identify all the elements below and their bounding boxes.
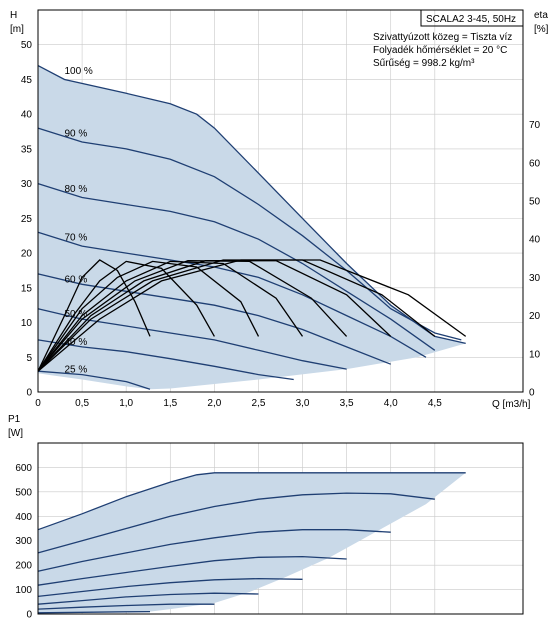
head-curve-90 xyxy=(37,127,462,341)
p1-tick-label: 200 xyxy=(15,561,32,572)
power-operating-region xyxy=(38,472,466,613)
head-curve-label: 40 % xyxy=(64,337,87,348)
efficiency-curve xyxy=(37,259,467,372)
p1-tick-label: 300 xyxy=(15,536,32,547)
eta-axis-title: eta xyxy=(534,10,548,21)
power-curve xyxy=(37,492,435,554)
power-curve xyxy=(37,555,347,586)
eta-tick-label: 0 xyxy=(529,388,535,399)
head-operating-region xyxy=(38,65,466,390)
info-line-temperature: Folyadék hőmérséklet = 20 °C xyxy=(373,45,507,56)
h-axis-unit: [m] xyxy=(10,24,24,35)
model-label-box xyxy=(420,9,524,27)
head-curve-100 xyxy=(37,65,466,345)
head-curve-label: 90 % xyxy=(64,128,87,139)
head-curve-40 xyxy=(37,339,294,381)
eta-tick-label: 10 xyxy=(529,349,541,360)
efficiency-curve xyxy=(37,259,436,372)
power-chart-panel: 0 100 200 300 400 500 600 xyxy=(15,442,524,621)
power-curve xyxy=(37,577,303,598)
info-panel: SCALA2 3-45, 50Hz Szivattyúzott közeg = … xyxy=(373,9,524,69)
head-curve-60 xyxy=(37,273,391,365)
h-tick-label: 10 xyxy=(21,318,33,329)
p1-tick-label: 400 xyxy=(15,512,32,523)
power-curve xyxy=(37,472,466,531)
eta-tick-label: 30 xyxy=(529,273,541,284)
head-plot-frame xyxy=(37,9,524,393)
power-plot-frame xyxy=(37,442,524,615)
h-axis-title: H xyxy=(10,10,17,21)
h-tick-label: 50 xyxy=(21,40,33,51)
p1-axis-unit: [W] xyxy=(8,428,23,439)
efficiency-curve xyxy=(37,260,392,372)
power-curve xyxy=(37,529,391,572)
eta-tick-label: 20 xyxy=(529,311,541,322)
head-curve-label: 50 % xyxy=(64,309,87,320)
efficiency-curve xyxy=(37,259,151,372)
h-tick-label: 25 xyxy=(21,214,33,225)
h-tick-label: 40 xyxy=(21,110,33,121)
q-tick-label: 3,5 xyxy=(340,398,354,409)
info-line-medium: Szivattyúzott közeg = Tiszta víz xyxy=(373,32,512,43)
model-label: SCALA2 3-45, 50Hz xyxy=(426,14,516,25)
q-tick-label: 0 xyxy=(35,398,41,409)
head-curve-80 xyxy=(37,182,436,351)
head-chart-panel: 100 % 90 % 80 % 70 % 60 % 50 % 40 % 25 % 0 0,5 1,0… xyxy=(21,9,541,409)
head-curve-label: 60 % xyxy=(64,274,87,285)
eta-tick-label: 50 xyxy=(529,197,541,208)
h-tick-label: 45 xyxy=(21,75,33,86)
efficiency-curve xyxy=(37,260,215,372)
efficiency-curve xyxy=(37,260,304,372)
h-tick-label: 15 xyxy=(21,283,33,294)
power-curve xyxy=(37,610,151,614)
q-tick-label: 4,5 xyxy=(428,398,442,409)
p1-tick-label: 0 xyxy=(26,610,32,621)
info-line-density: Sűrűség = 998.2 kg/m³ xyxy=(373,58,475,69)
eta-axis-unit: [%] xyxy=(534,24,549,35)
h-tick-label: 35 xyxy=(21,144,33,155)
h-tick-label: 30 xyxy=(21,179,33,190)
head-curve-25 xyxy=(37,370,151,390)
eta-tick-label: 60 xyxy=(529,158,541,169)
efficiency-curve xyxy=(37,260,348,372)
power-curve xyxy=(37,592,259,605)
eta-tick-label: 70 xyxy=(529,120,541,131)
q-tick-label: 2,5 xyxy=(252,398,266,409)
q-axis-title: Q [m3/h] xyxy=(492,399,531,410)
q-tick-label: 2,0 xyxy=(207,398,221,409)
q-tick-label: 1,0 xyxy=(119,398,133,409)
h-tick-label: 0 xyxy=(26,388,32,399)
q-tick-label: 4,0 xyxy=(384,398,398,409)
p1-axis-title: P1 xyxy=(8,414,21,425)
h-tick-label: 20 xyxy=(21,249,33,260)
head-curve-label: 80 % xyxy=(64,184,87,195)
q-tick-label: 3,0 xyxy=(296,398,310,409)
p1-tick-label: 600 xyxy=(15,463,32,474)
h-tick-label: 5 xyxy=(26,353,32,364)
q-tick-label: 1,5 xyxy=(163,398,177,409)
q-tick-label: 0,5 xyxy=(75,398,89,409)
p1-tick-label: 100 xyxy=(15,585,32,596)
power-curve xyxy=(37,603,215,610)
eta-tick-label: 40 xyxy=(529,235,541,246)
efficiency-curve xyxy=(37,260,260,372)
p1-tick-label: 500 xyxy=(15,487,32,498)
head-curve-label: 70 % xyxy=(64,233,87,244)
head-curve-label: 25 % xyxy=(64,365,87,376)
head-curve-label: 100 % xyxy=(64,66,92,77)
